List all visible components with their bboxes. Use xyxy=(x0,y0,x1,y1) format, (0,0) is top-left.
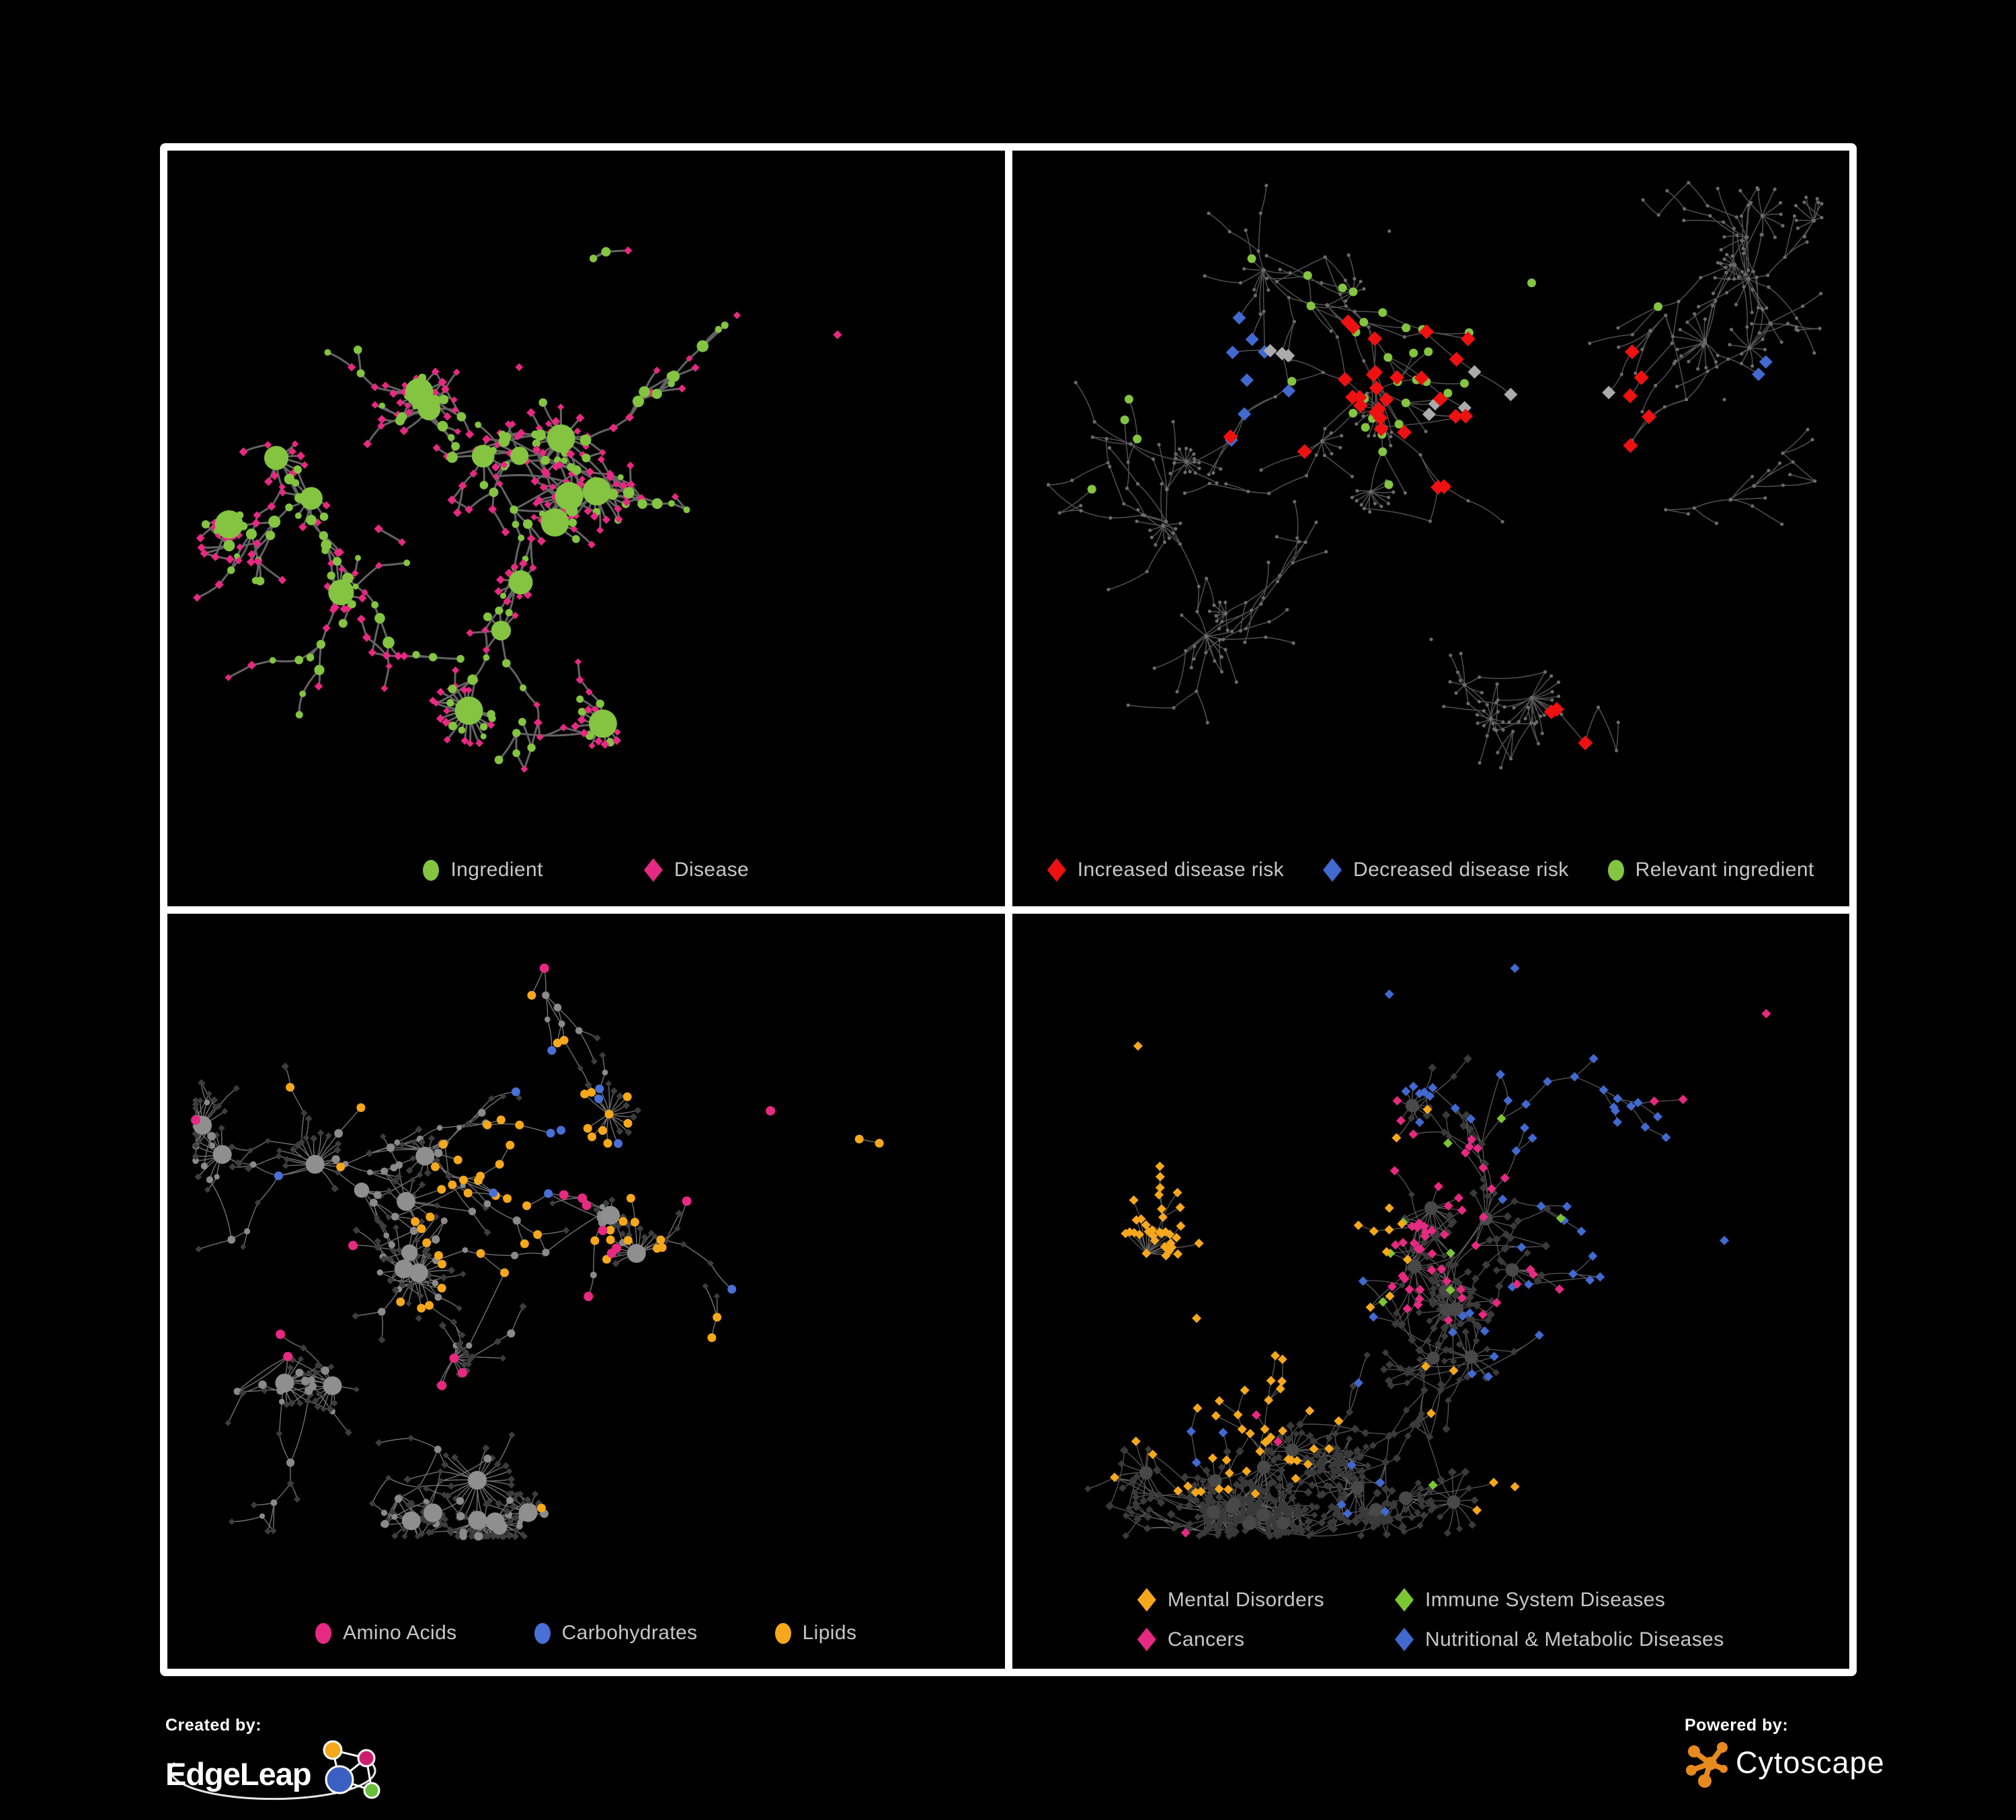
cancers-swatch-icon xyxy=(1137,1628,1156,1651)
ingredient-swatch-icon xyxy=(423,859,440,881)
disease-swatch-icon xyxy=(643,858,663,882)
network-graph-ingredient-disease xyxy=(193,246,842,773)
legend-item-lipids: Lipids xyxy=(774,1622,857,1645)
legend-item-disease: Disease xyxy=(643,858,750,882)
legend-label: Carbohydrates xyxy=(561,1622,698,1644)
legend-label: Cancers xyxy=(1167,1628,1245,1651)
panel-nutrient-classes: Amino Acids Carbohydrates Lipids xyxy=(167,913,1005,1669)
relevant-ingredient-swatch-icon xyxy=(1607,859,1624,881)
edgeleap-swoosh xyxy=(169,1762,376,1801)
legend-label: Immune System Diseases xyxy=(1425,1588,1666,1611)
edgeleap-logo xyxy=(323,1740,380,1799)
legend-nutrient-classes: Amino Acids Carbohydrates Lipids xyxy=(167,1622,1005,1645)
legend-item-increased-risk: Increased disease risk xyxy=(1047,858,1285,882)
legend-label: Disease xyxy=(674,859,750,881)
cytoscape-logo xyxy=(1686,1742,1728,1788)
legend-label: Lipids xyxy=(802,1622,857,1644)
legend-item-carbohydrates: Carbohydrates xyxy=(534,1622,698,1645)
network-graph-disease-risk xyxy=(1046,181,1824,770)
created-by-label: Created by: xyxy=(165,1716,262,1735)
legend-label: Nutritional & Metabolic Diseases xyxy=(1425,1628,1724,1651)
cytoscape-wordmark: Cytoscape xyxy=(1736,1745,1885,1780)
legend-item-decreased-risk: Decreased disease risk xyxy=(1323,858,1569,882)
legend-label: Ingredient xyxy=(450,859,543,881)
panel-disease-risk: Increased disease risk Decreased disease… xyxy=(1012,151,1850,906)
legend-item-amino-acids: Amino Acids xyxy=(315,1622,456,1645)
legend-item-cancers: Cancers xyxy=(1137,1628,1324,1651)
network-graph-nutrient-classes xyxy=(191,963,884,1540)
powered-by-block: Powered by: Cytoscape xyxy=(1685,1716,1885,1788)
legend-ingredient-disease: Ingredient Disease xyxy=(167,858,1005,882)
legend-item-ingredient: Ingredient xyxy=(423,859,542,881)
mental-disorders-swatch-icon xyxy=(1137,1588,1156,1612)
edgeleap-wordmark: EdgeLeap xyxy=(165,1755,312,1792)
legend-disease-categories: Mental Disorders Immune System Diseases … xyxy=(1012,1588,1850,1651)
nutritional-metabolic-swatch-icon xyxy=(1395,1628,1414,1651)
cytoscape-brand: Cytoscape xyxy=(1685,1738,1885,1788)
panel-ingredient-disease: Ingredient Disease xyxy=(167,151,1005,906)
immune-diseases-swatch-icon xyxy=(1395,1588,1414,1612)
legend-label: Mental Disorders xyxy=(1167,1588,1324,1611)
legend-item-nutritional-metabolic-diseases: Nutritional & Metabolic Diseases xyxy=(1395,1628,1724,1651)
legend-label: Increased disease risk xyxy=(1077,859,1285,881)
network-graph-disease-categories xyxy=(1084,963,1771,1540)
legend-label: Relevant ingredient xyxy=(1635,859,1814,881)
legend-disease-risk: Increased disease risk Decreased disease… xyxy=(1012,858,1850,882)
lipids-swatch-icon xyxy=(774,1622,791,1644)
legend-item-relevant-ingredient: Relevant ingredient xyxy=(1607,859,1814,881)
created-by-block: Created by: EdgeLeap xyxy=(165,1716,515,1817)
increased-risk-swatch-icon xyxy=(1047,858,1066,882)
amino-acids-swatch-icon xyxy=(315,1622,332,1644)
edgeleap-brand: EdgeLeap xyxy=(165,1738,515,1809)
decreased-risk-swatch-icon xyxy=(1323,858,1342,882)
legend-item-immune-system-diseases: Immune System Diseases xyxy=(1395,1588,1724,1612)
legend-label: Amino Acids xyxy=(343,1622,457,1644)
carbohydrates-swatch-icon xyxy=(534,1622,551,1644)
panel-grid: Ingredient Disease Increased disease ris… xyxy=(160,143,1857,1676)
legend-label: Decreased disease risk xyxy=(1353,859,1569,881)
panel-disease-categories: Mental Disorders Immune System Diseases … xyxy=(1012,913,1850,1669)
legend-item-mental-disorders: Mental Disorders xyxy=(1137,1588,1324,1612)
powered-by-label: Powered by: xyxy=(1685,1716,1789,1735)
